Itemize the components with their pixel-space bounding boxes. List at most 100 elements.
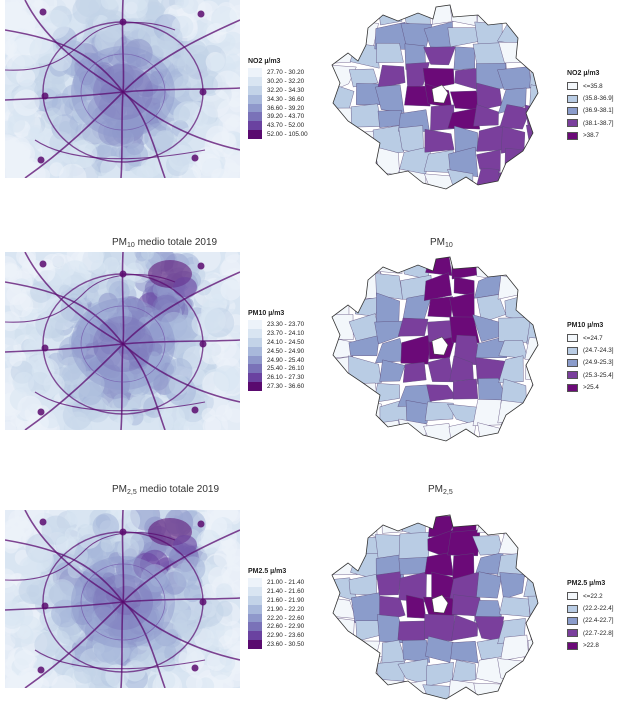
zone-legend-item: (24.7-24.3] [567, 344, 613, 356]
legend-swatch [248, 337, 262, 347]
legend-label: (25.3-25.4] [583, 371, 614, 379]
legend-swatch [567, 383, 578, 392]
zone-map-0 [331, 4, 539, 190]
legend-swatch [567, 119, 578, 128]
legend-label: 23.70 - 24.10 [267, 329, 305, 337]
raster-legend-item: 52.00 - 105.00 [248, 130, 308, 140]
raster-legend-item: 24.90 - 25.40 [248, 355, 305, 365]
raster-legend-item: 32.20 - 34.30 [248, 85, 308, 95]
raster-legend-item: 22.20 - 22.60 [248, 613, 305, 623]
zone-legend-title: NO2 µ/m3 [567, 70, 600, 77]
zone-legend-item: >38.7 [567, 130, 613, 142]
raster-legend-item: 26.10 - 27.30 [248, 373, 304, 383]
legend-label: 24.90 - 25.40 [267, 356, 305, 364]
zone-legend-title: PM10 µ/m3 [567, 322, 604, 329]
legend-swatch [248, 640, 262, 650]
legend-label: 43.70 - 52.00 [267, 122, 305, 130]
legend-label: 36.60 - 39.20 [267, 104, 305, 112]
raster-legend-title: NO2 µ/m3 [248, 58, 281, 65]
legend-swatch [567, 131, 578, 140]
title-main: PM [112, 237, 127, 248]
legend-label: <=24.7 [583, 334, 603, 342]
zone-legend-item: >25.4 [567, 382, 613, 394]
legend-label: 25.40 - 26.10 [267, 365, 305, 373]
legend-label: 24.10 - 24.50 [267, 338, 305, 346]
zone-legend-item: (22.4-22.7] [567, 615, 613, 627]
legend-swatch [248, 103, 262, 113]
zone-legend-item: (25.3-25.4] [567, 369, 613, 381]
raster-legend-item: 21.90 - 22.20 [248, 604, 305, 614]
zone-legend-item: (35.8-36.9] [567, 92, 613, 104]
legend-swatch [248, 68, 262, 77]
legend-label: >22.8 [583, 642, 599, 650]
raster-map-0 [5, 0, 240, 178]
right-map-title-1: PM10 [430, 237, 453, 249]
zone-legend-item: (24.9-25.3] [567, 357, 613, 369]
zone-legend-item: (38.1-38.7] [567, 117, 613, 129]
legend-swatch [248, 112, 262, 122]
zone-legend-0: NO2 µ/m3 <=35.8 (35.8-36.9] (36.9-38.1] (38.… [567, 70, 613, 142]
legend-swatch [567, 82, 578, 91]
title-main: PM [430, 237, 445, 248]
legend-label: (24.7-24.3] [583, 347, 614, 355]
left-map-title-2: PM2,5 medio totale 2019 [112, 484, 219, 496]
zone-legend-1: PM10 µ/m3 <=24.7 (24.7-24.3] (24.9-25.3] (25… [567, 322, 613, 394]
legend-swatch [567, 641, 578, 650]
legend-swatch [248, 76, 262, 86]
raster-legend-item: 22.60 - 22.90 [248, 622, 305, 632]
legend-label: 22.60 - 22.90 [267, 623, 305, 631]
title-rest: medio totale 2019 [136, 484, 220, 495]
legend-swatch [248, 346, 262, 356]
legend-label: (38.1-38.7] [583, 119, 614, 127]
legend-swatch [248, 130, 262, 140]
legend-swatch [248, 320, 262, 329]
legend-swatch [567, 358, 578, 367]
title-subscript: 10 [127, 242, 135, 249]
title-subscript: 2,5 [443, 489, 453, 496]
legend-label: >38.7 [583, 132, 599, 140]
legend-label: 32.20 - 34.30 [267, 86, 305, 94]
legend-label: 27.70 - 30.20 [267, 68, 305, 76]
raster-legend-item: 43.70 - 52.00 [248, 121, 308, 131]
legend-label: >25.4 [583, 384, 599, 392]
raster-legend-item: 36.60 - 39.20 [248, 103, 308, 113]
legend-swatch [567, 94, 578, 103]
title-main: PM [112, 484, 127, 495]
legend-swatch [248, 595, 262, 605]
zone-legend-title: PM2.5 µ/m3 [567, 580, 606, 587]
legend-label: 21.00 - 21.40 [267, 578, 305, 586]
legend-swatch [567, 604, 578, 613]
legend-label: (24.9-25.3] [583, 359, 614, 367]
legend-label: 21.90 - 22.20 [267, 605, 305, 613]
zone-legend-item: <=35.8 [567, 80, 613, 92]
legend-label: 52.00 - 105.00 [267, 131, 308, 139]
raster-legend-item: 21.00 - 21.40 [248, 578, 304, 587]
raster-legend-item: 39.20 - 43.70 [248, 112, 308, 122]
legend-label: (36.9-38.1] [583, 107, 614, 115]
raster-legend-item: 24.50 - 24.90 [248, 346, 304, 356]
raster-legend-item: 22.90 - 23.60 [248, 631, 304, 641]
legend-swatch [248, 355, 262, 365]
raster-legend-item: 34.30 - 36.60 [248, 94, 308, 104]
legend-label: 22.20 - 22.60 [267, 614, 305, 622]
raster-legend-item: 23.30 - 23.70 [248, 320, 304, 329]
legend-swatch [248, 94, 262, 104]
raster-legend-1: PM10 µ/m3 23.30 - 23.70 23.70 - 24.10 24.10… [248, 310, 305, 392]
legend-label: 21.60 - 21.90 [267, 596, 305, 604]
zone-map-2 [331, 514, 539, 700]
legend-label: <=22.2 [583, 592, 603, 600]
legend-label: (22.7-22.8] [583, 629, 614, 637]
zone-legend-item: <=24.7 [567, 332, 613, 344]
raster-legend-item: 27.70 - 30.20 [248, 68, 308, 77]
legend-swatch [567, 371, 578, 380]
legend-swatch [248, 364, 262, 374]
raster-legend-item: 21.60 - 21.90 [248, 595, 305, 605]
legend-label: <=35.8 [583, 82, 603, 90]
raster-legend-item: 27.30 - 36.60 [248, 382, 304, 392]
legend-label: 23.60 - 30.50 [267, 641, 305, 649]
raster-legend-item: 25.40 - 26.10 [248, 364, 305, 374]
zone-legend-2: PM2.5 µ/m3 <=22.2 (22.2-22.4] (22.4-22.7] (2… [567, 580, 613, 652]
legend-swatch [248, 586, 262, 596]
title-main: PM [428, 484, 443, 495]
legend-swatch [248, 328, 262, 338]
